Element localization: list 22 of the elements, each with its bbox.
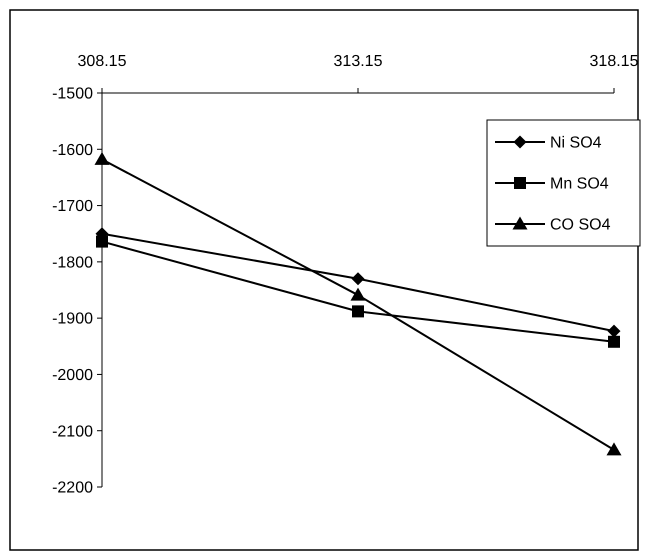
y-tick-label: -2200 (52, 480, 94, 497)
x-tick-label: 313.15 (334, 53, 383, 70)
point (352, 305, 364, 318)
legend-label: Mn SO4 (550, 176, 609, 193)
legend-label: CO SO4 (550, 216, 611, 234)
legend-label: Ni SO4 (550, 134, 602, 152)
y-tick-label: -2100 (52, 423, 94, 440)
y-tick-label: -1500 (52, 86, 94, 103)
point (350, 288, 366, 301)
y-tick-label: -1700 (52, 198, 94, 216)
x-tick-label: 308.15 (78, 53, 127, 70)
y-tick-label: -1800 (52, 254, 94, 272)
y-tick-label: -1600 (52, 142, 94, 159)
point (94, 152, 110, 165)
y-tick-label: -1900 (52, 310, 94, 328)
point (606, 442, 622, 456)
point (608, 324, 620, 338)
point (608, 336, 620, 348)
x-tick-label: 318.15 (590, 53, 639, 70)
y-tick-label: -2000 (52, 367, 94, 384)
point (352, 272, 364, 286)
point (96, 236, 108, 248)
